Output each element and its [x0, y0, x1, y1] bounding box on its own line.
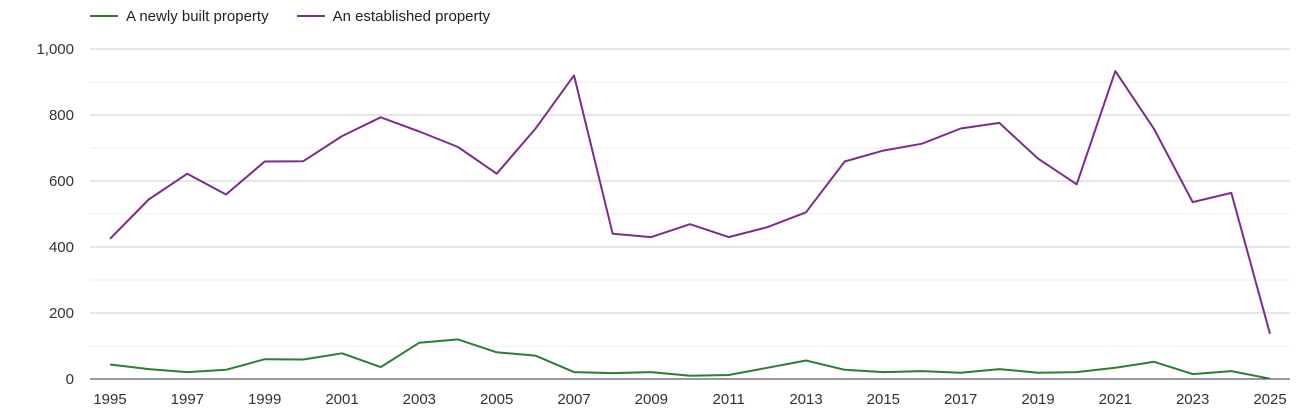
x-tick-label: 2015: [867, 391, 900, 408]
x-tick-label: 2011: [713, 391, 745, 408]
x-tick-label: 1999: [248, 391, 281, 408]
x-tick-label: 2007: [557, 391, 590, 408]
series-line-new-build: [109, 338, 1271, 380]
series-line-established: [109, 70, 1271, 335]
tick-labels: 0 200 400 600 800 1,000 1995 1997 1999 2001 2003 20…: [36, 41, 1286, 408]
x-tick-label: 2021: [1099, 391, 1132, 408]
legend-label-new-build: A newly built property: [126, 7, 269, 25]
x-tick-label: 1997: [171, 391, 204, 408]
x-tick-label: 2017: [944, 391, 977, 408]
legend-item-new-build: A newly built property: [90, 8, 269, 25]
x-tick-label: 2023: [1176, 391, 1209, 408]
y-tick-label: 1,000: [36, 41, 74, 58]
legend-swatch-established: [296, 15, 325, 17]
series-lines: [109, 70, 1271, 380]
y-tick-label: 800: [49, 107, 74, 124]
legend-item-established: An established property: [296, 7, 491, 25]
x-tick-label: 1995: [93, 391, 126, 408]
legend-label-established: An established property: [332, 7, 491, 25]
y-tick-label: 400: [49, 239, 74, 256]
x-tick-label: 2005: [480, 391, 513, 408]
y-tick-label: 200: [49, 305, 74, 322]
legend: A newly built property An established pr…: [90, 6, 490, 26]
x-tick-label: 2025: [1253, 391, 1286, 408]
x-tick-label: 2013: [789, 391, 822, 408]
legend-swatch-new-build: [90, 15, 118, 17]
x-tick-label: 2019: [1021, 391, 1054, 408]
y-tick-label: 600: [49, 173, 74, 190]
grid-lines: [90, 48, 1290, 347]
y-tick-label: 0: [66, 371, 74, 388]
x-tick-label: 2003: [403, 391, 436, 408]
x-tick-label: 2009: [635, 391, 668, 408]
x-tick-label: 2001: [325, 391, 358, 408]
